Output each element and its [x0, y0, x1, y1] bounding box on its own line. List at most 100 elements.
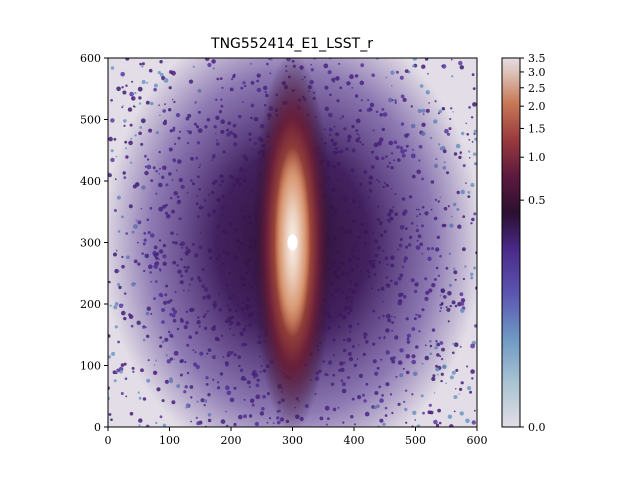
speckle [125, 395, 128, 398]
speckle [469, 390, 473, 394]
speckle [467, 386, 472, 391]
speckle [131, 80, 134, 83]
speckle [155, 421, 158, 425]
speckle [125, 84, 128, 87]
colorbar-tick-label: 1.5 [528, 122, 546, 135]
speckle [108, 413, 112, 416]
speckle [452, 111, 454, 113]
x-tick-label: 100 [159, 434, 180, 447]
colorbar-ticks: 0.0 0.5 1.0 1.5 2.0 2.5 3.03.5 [520, 52, 546, 434]
speckle [137, 391, 140, 394]
speckle [458, 393, 461, 395]
x-tick-label: 500 [405, 434, 426, 447]
speckle [449, 375, 454, 380]
speckle [110, 118, 115, 123]
speckle [116, 86, 121, 92]
speckle [120, 392, 124, 395]
speckle [422, 411, 425, 415]
speckle [120, 71, 125, 77]
speckle [119, 369, 123, 374]
speckle [122, 90, 127, 95]
colorbar-tick-label: 2.5 [528, 82, 546, 95]
speckle [427, 73, 429, 75]
speckle [129, 411, 134, 416]
speckle [157, 71, 161, 75]
speckle [148, 68, 153, 73]
speckle [112, 370, 117, 375]
speckle [454, 388, 457, 390]
speckle [139, 62, 142, 66]
speckle [421, 64, 426, 69]
speckle [159, 60, 163, 64]
speckle [453, 410, 456, 413]
speckle [445, 382, 447, 385]
speckle [110, 418, 113, 422]
speckle [142, 397, 147, 401]
speckle [472, 87, 476, 90]
speckle [433, 419, 438, 425]
speckle [459, 65, 464, 70]
galaxy-core [287, 234, 298, 251]
speckle [110, 99, 113, 102]
speckle [162, 423, 167, 427]
speckle [414, 419, 417, 421]
x-axis: 0 100 200 300 400 500 600 [105, 427, 488, 447]
speckle [471, 141, 474, 143]
speckle [467, 150, 471, 153]
speckle [113, 137, 117, 141]
speckle [471, 377, 474, 380]
speckle [466, 365, 469, 368]
y-tick-label: 0 [94, 421, 101, 434]
speckle [470, 369, 475, 374]
colorbar-tick-label: 0.5 [528, 194, 546, 207]
speckle [450, 107, 453, 110]
speckle [461, 131, 465, 136]
speckle [121, 86, 124, 89]
speckle [453, 395, 458, 399]
speckle [473, 129, 477, 133]
speckle [131, 96, 136, 101]
x-tick-label: 0 [105, 434, 112, 447]
speckle [121, 106, 124, 109]
speckle [138, 424, 141, 427]
speckle [117, 340, 120, 344]
speckle [427, 410, 432, 415]
speckle [437, 408, 441, 413]
speckle [145, 424, 150, 427]
speckle [125, 58, 130, 61]
speckle [470, 343, 475, 349]
speckle [451, 75, 454, 78]
speckle [108, 334, 111, 338]
speckle [129, 91, 134, 97]
speckle [468, 157, 471, 159]
speckle [132, 105, 136, 108]
chart-title: TNG552414_E1_LSST_r [210, 36, 373, 52]
y-tick-label: 100 [80, 360, 101, 373]
speckle [474, 324, 477, 328]
speckle [124, 377, 128, 381]
speckle [138, 96, 142, 100]
y-tick-label: 600 [80, 52, 101, 65]
speckle [458, 60, 463, 66]
speckle [473, 132, 476, 135]
colorbar-tick-label: 3.5 [528, 52, 546, 65]
y-tick-label: 400 [80, 175, 101, 188]
speckle [123, 124, 126, 127]
speckle [450, 58, 453, 61]
speckle [468, 106, 471, 109]
speckle [460, 381, 464, 385]
speckle [471, 73, 475, 76]
speckle [472, 152, 477, 156]
speckle [141, 80, 146, 84]
speckle [110, 66, 115, 70]
speckle [108, 355, 111, 359]
speckle [123, 119, 127, 123]
speckle [424, 58, 429, 61]
speckle [474, 137, 477, 141]
speckle [115, 372, 118, 375]
speckle [120, 363, 125, 367]
speckle [465, 418, 470, 424]
colorbar-gradient [501, 57, 521, 428]
speckle [412, 58, 417, 61]
